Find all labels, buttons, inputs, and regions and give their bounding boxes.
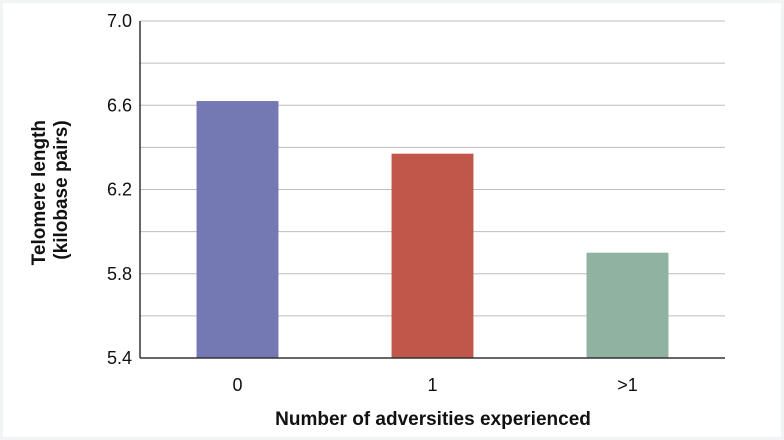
y-tick-label: 5.8 — [107, 264, 132, 284]
bars — [196, 101, 669, 358]
bar — [586, 252, 669, 358]
x-tick-label: 1 — [427, 375, 437, 395]
x-tick-label: >1 — [617, 375, 638, 395]
y-tick-label: 6.6 — [107, 95, 132, 115]
chart-frame: 5.4 5.8 6.2 6.6 7.0 0 1 >1 Number of adversiti… — [3, 3, 781, 437]
y-tick-label: 7.0 — [107, 11, 132, 31]
x-axis-title: Number of adversities experienced — [275, 409, 591, 430]
y-tick-label: 6.2 — [107, 180, 132, 200]
bar-chart: 5.4 5.8 6.2 6.6 7.0 0 1 >1 Number of adversiti… — [29, 11, 725, 430]
y-axis-title-line-2: (kilobase pairs) — [51, 120, 72, 259]
y-axis-title-line-1: Telomere length — [29, 120, 50, 265]
y-tick-labels: 5.4 5.8 6.2 6.6 7.0 — [107, 11, 132, 368]
x-tick-labels: 0 1 >1 — [232, 375, 637, 395]
y-tick-label: 5.4 — [107, 348, 132, 368]
bar — [391, 153, 474, 358]
y-axis-title: Telomere length (kilobase pairs) — [29, 115, 72, 266]
bar — [196, 101, 279, 358]
x-tick-label: 0 — [232, 375, 242, 395]
axes — [139, 21, 725, 359]
